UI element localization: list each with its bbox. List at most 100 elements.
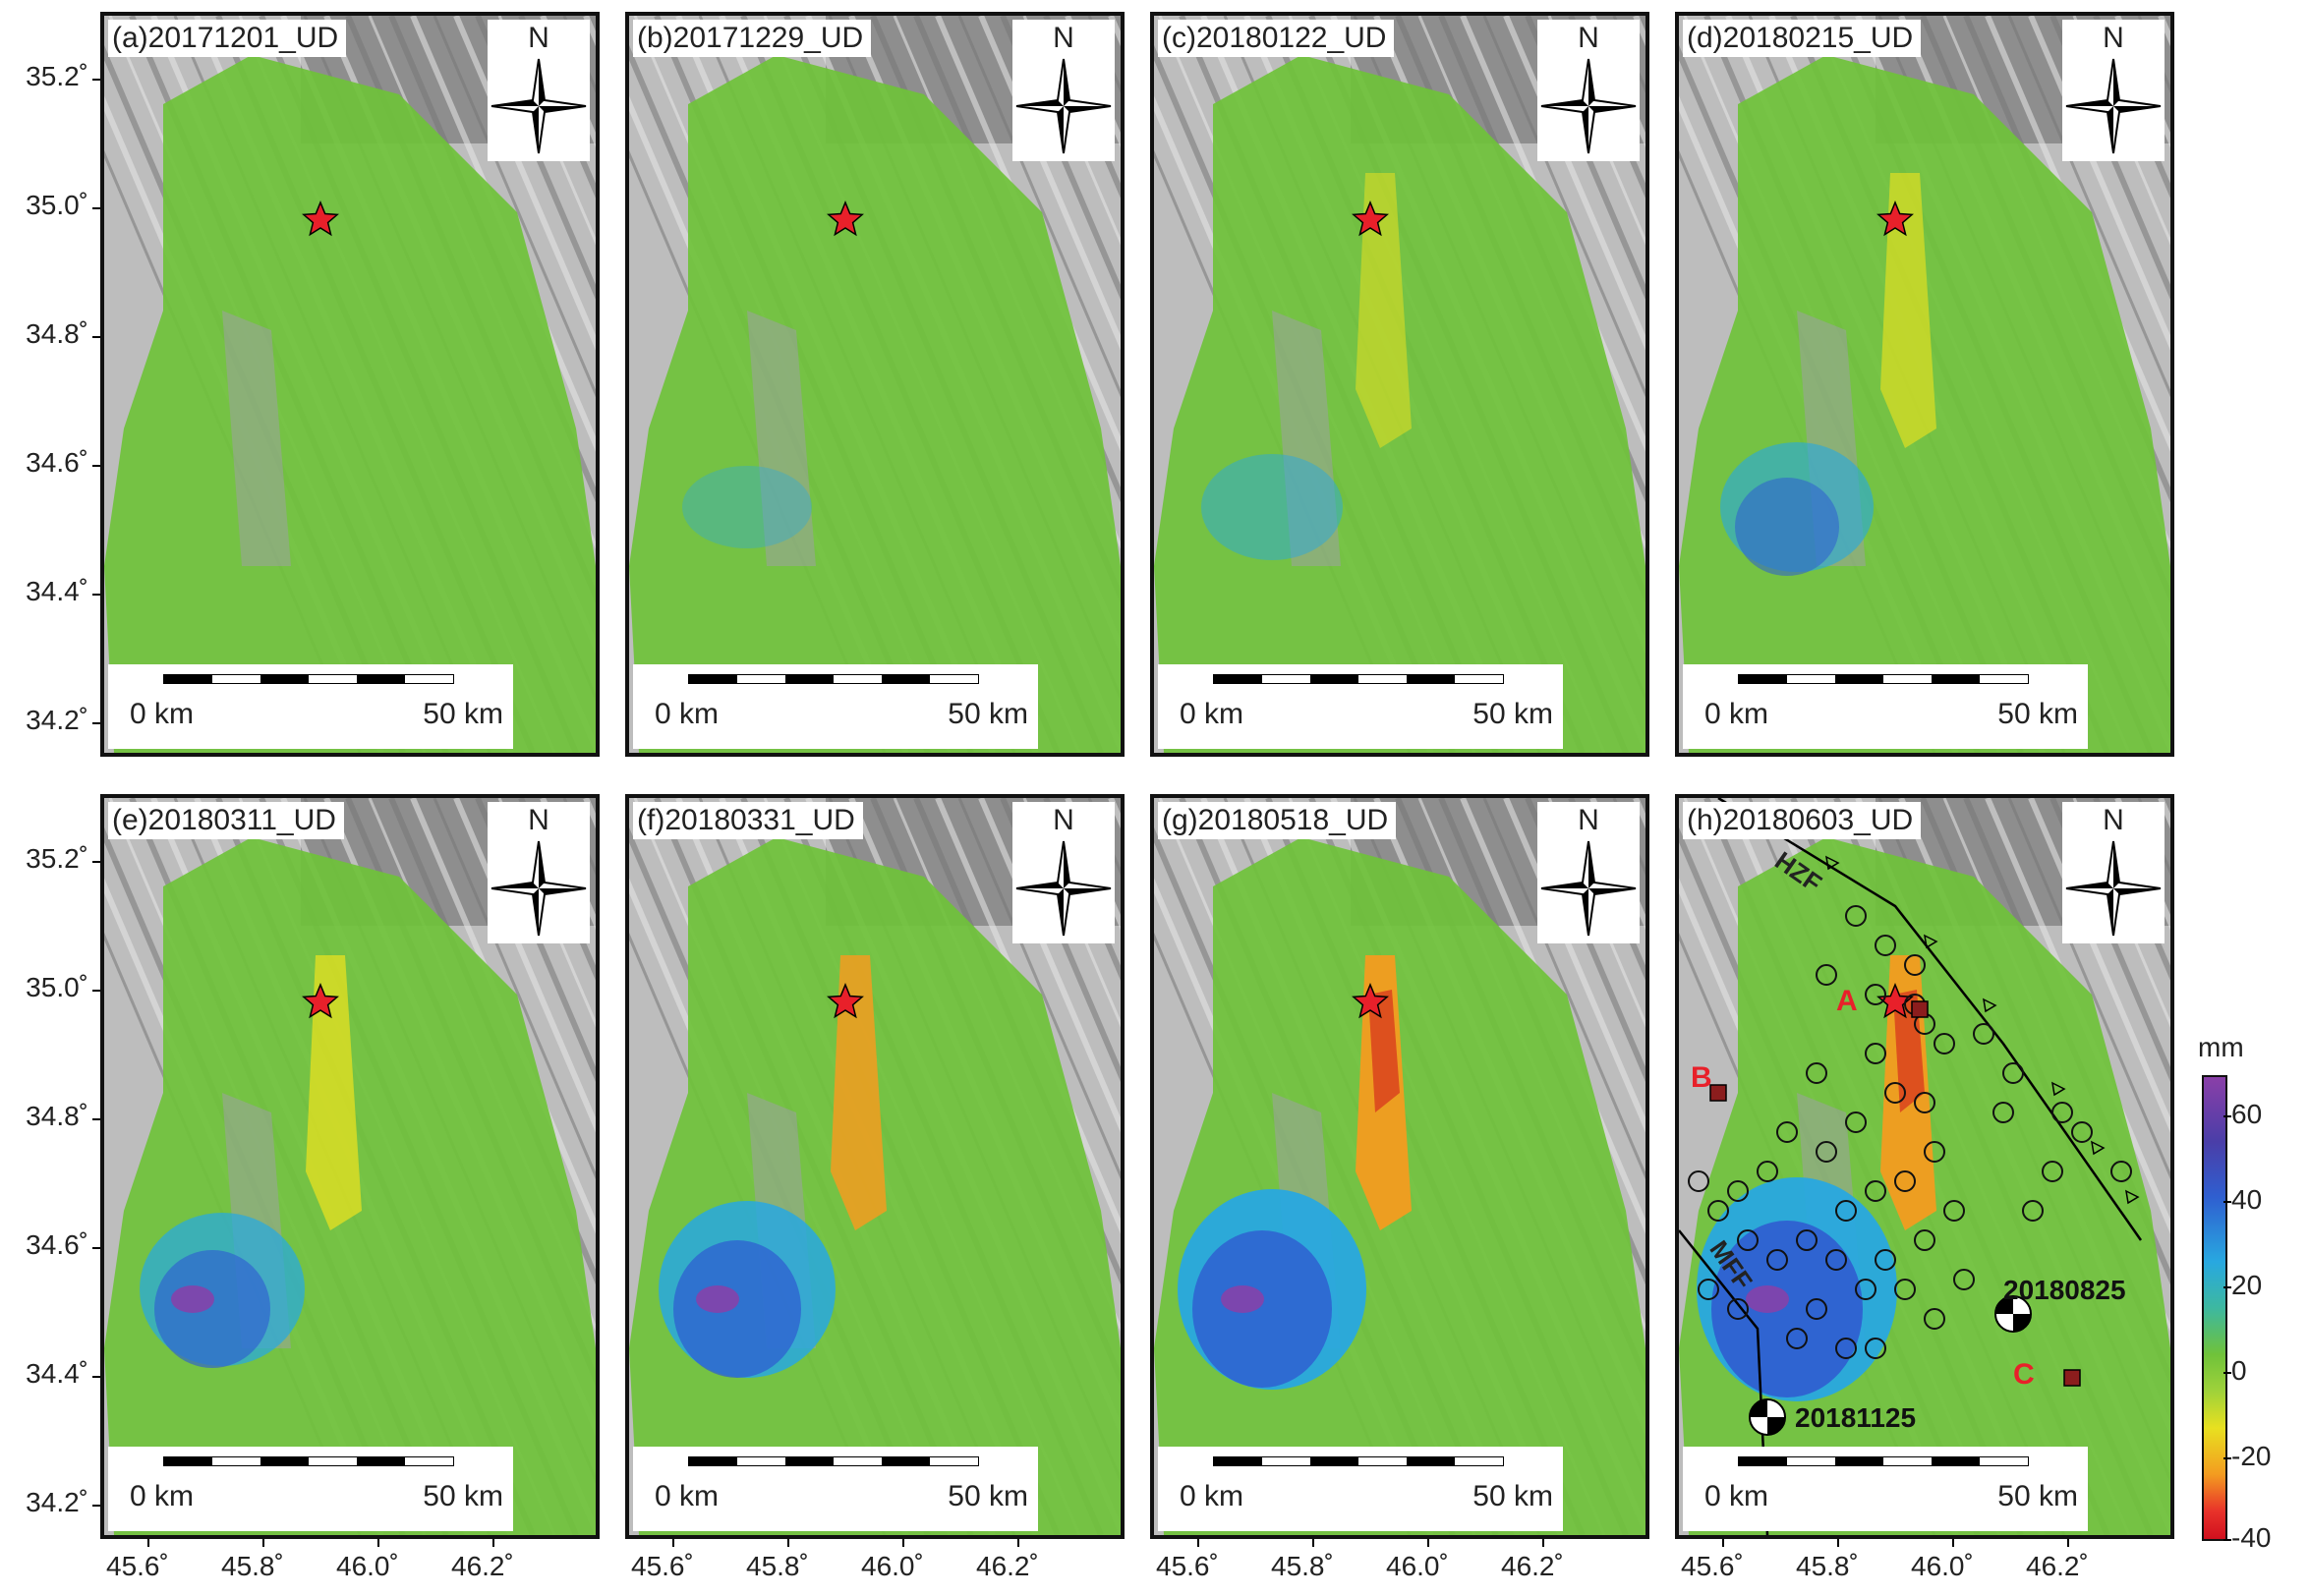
scale-bar-graphic [688, 674, 979, 684]
scale-bar-graphic [688, 1456, 979, 1466]
compass-rose-icon [2065, 58, 2162, 154]
y-tick-mark [92, 336, 100, 338]
aftershock-marker [2071, 1121, 2093, 1143]
panel-title: (c)20180122_UD [1158, 20, 1395, 57]
panel-title: (d)20180215_UD [1683, 20, 1922, 57]
aftershock-marker [1973, 1023, 1994, 1045]
y-tick-mark [92, 79, 100, 81]
panel-title: (a)20171201_UD [108, 20, 347, 57]
colorbar-tick-mark [2223, 1539, 2231, 1541]
aftershock-marker [1845, 905, 1867, 927]
y-tick-label: 34.8˚ [26, 318, 88, 349]
x-tick-mark [1952, 1539, 1954, 1547]
y-tick-label: 34.2˚ [26, 705, 88, 735]
scale-start-label: 0 km [1180, 1480, 1244, 1512]
x-tick-mark [2067, 1539, 2069, 1547]
scale-bar-graphic [1213, 1456, 1504, 1466]
scale-end-label: 50 km [1997, 698, 2078, 730]
fault-trace-hzf [1717, 798, 2143, 1241]
aftershock-marker [1894, 1279, 1916, 1300]
epicenter-star-icon [302, 983, 339, 1019]
epicenter-star-icon [1352, 983, 1389, 1019]
aftershock-marker [1875, 1249, 1896, 1271]
map-panel: (g)20180518_UD N 0 km 50 km [1150, 794, 1649, 1539]
aftershock-marker [1835, 1200, 1857, 1222]
scale-end-label: 50 km [1472, 698, 1553, 730]
compass-rose-icon [2065, 840, 2162, 937]
x-tick-label: 45.8˚ [1271, 1551, 1334, 1581]
x-tick-mark [1722, 1539, 1724, 1547]
north-arrow: N [2062, 802, 2165, 943]
x-tick-mark [1312, 1539, 1314, 1547]
x-tick-mark [262, 1539, 264, 1547]
north-label: N [2103, 22, 2124, 54]
aftershock-marker [1786, 1328, 1808, 1349]
epicenter-star-icon [1876, 200, 1914, 237]
gps-site-marker [1709, 1084, 1727, 1102]
aftershock-marker [1766, 1249, 1788, 1271]
scale-bar-graphic [1738, 674, 2029, 684]
aftershock-marker [1688, 1170, 1709, 1192]
scale-end-label: 50 km [1472, 1480, 1553, 1512]
scale-bar: 0 km 50 km [633, 664, 1038, 749]
gps-site-marker [2063, 1369, 2081, 1387]
panel-title: (f)20180331_UD [633, 802, 863, 839]
scale-start-label: 0 km [130, 698, 195, 730]
aftershock-marker [1816, 964, 1837, 986]
x-tick-mark [1837, 1539, 1839, 1547]
compass-rose-icon [491, 840, 587, 937]
north-arrow: N [488, 802, 590, 943]
y-tick-label: 34.4˚ [26, 576, 88, 606]
x-tick-label: 46.0˚ [1386, 1551, 1449, 1581]
map-panel: (e)20180311_UD N 0 km 50 km [100, 794, 600, 1539]
y-tick-label: 35.0˚ [26, 190, 88, 220]
x-tick-label: 46.0˚ [336, 1551, 399, 1581]
aftershock-marker [1865, 1338, 1886, 1359]
aftershock-marker [1845, 1112, 1867, 1133]
epicenter-star-icon [1352, 200, 1389, 237]
event-label-20180825: 20180825 [2003, 1275, 2126, 1305]
colorbar-tick-mark [2223, 1457, 2231, 1459]
x-tick-mark [1197, 1539, 1199, 1547]
panel-title: (g)20180518_UD [1158, 802, 1397, 839]
epicenter-star-icon [827, 983, 864, 1019]
aftershock-marker [1806, 1062, 1827, 1084]
aftershock-marker [1943, 1200, 1965, 1222]
y-tick-mark [92, 990, 100, 992]
aftershock-marker [2022, 1200, 2044, 1222]
scale-start-label: 0 km [1180, 698, 1244, 730]
scale-end-label: 50 km [423, 698, 503, 730]
colorbar-tick-label: 60 [2231, 1099, 2263, 1129]
compass-rose-icon [1015, 840, 1112, 937]
y-tick-label: 34.8˚ [26, 1101, 88, 1131]
scale-bar: 0 km 50 km [1683, 1447, 2088, 1531]
colorbar-unit: mm [2198, 1032, 2244, 1062]
aftershock-marker [2110, 1161, 2132, 1182]
map-panel: (b)20171229_UD N 0 km 50 km [625, 12, 1125, 757]
compass-rose-icon [491, 58, 587, 154]
colorbar-tick-label: 20 [2231, 1270, 2263, 1300]
north-arrow: N [1537, 20, 1640, 161]
aftershock-marker [1737, 1229, 1759, 1251]
north-label: N [2103, 804, 2124, 836]
north-arrow: N [2062, 20, 2165, 161]
colorbar-tick-label: -40 [2231, 1522, 2272, 1553]
aftershock-marker [1707, 1200, 1729, 1222]
aftershock-marker [1776, 1121, 1798, 1143]
north-label: N [528, 22, 549, 54]
site-label-a: A [1836, 985, 1858, 1017]
aftershock-marker [1698, 1279, 1719, 1300]
y-tick-mark [92, 1376, 100, 1378]
x-tick-label: 46.0˚ [1911, 1551, 1974, 1581]
y-tick-mark [92, 1505, 100, 1507]
epicenter-star-icon [302, 200, 339, 237]
compass-rose-icon [1540, 58, 1637, 154]
aftershock-marker [2042, 1161, 2063, 1182]
x-tick-mark [147, 1539, 149, 1547]
map-panel: (f)20180331_UD N 0 km 50 km [625, 794, 1125, 1539]
y-tick-mark [92, 207, 100, 209]
aftershock-marker [1924, 1141, 1945, 1163]
scale-start-label: 0 km [1704, 698, 1769, 730]
panel-title: (b)20171229_UD [633, 20, 872, 57]
